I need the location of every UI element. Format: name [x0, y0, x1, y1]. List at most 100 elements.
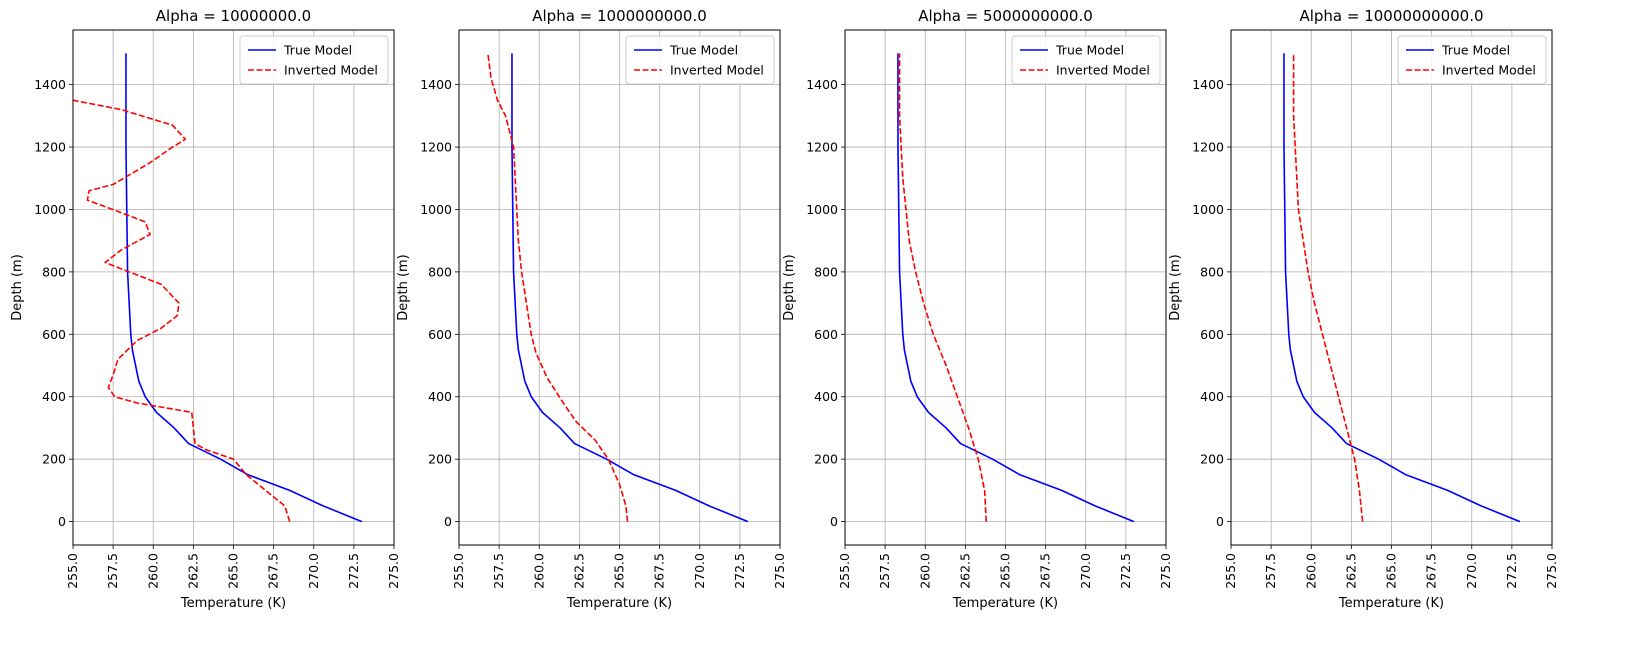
x-axis-label: Temperature (K)	[180, 596, 286, 611]
y-tick-label: 1000	[420, 202, 452, 217]
x-tick-label: 267.5	[266, 553, 281, 589]
y-tick-label: 600	[428, 327, 452, 342]
legend-box	[1011, 35, 1161, 85]
y-axis-label: Depth (m)	[10, 254, 25, 321]
x-tick-label: 255.0	[1223, 553, 1238, 589]
y-tick-label: 800	[428, 264, 452, 279]
legend-label: Inverted Model	[670, 63, 764, 78]
y-tick-label: 600	[42, 327, 66, 342]
x-tick-label: 265.0	[1384, 553, 1399, 589]
x-tick-label: 272.5	[1118, 553, 1133, 589]
x-tick-label: 272.5	[346, 553, 361, 589]
x-tick-label: 257.5	[1263, 553, 1278, 589]
x-tick-label: 270.0	[306, 553, 321, 589]
chart-panel-4: 255.0 257.5 260.0 262.5 265.0 267.5 270.0 272.5…	[1168, 7, 1559, 611]
grid-lines	[458, 30, 781, 545]
y-tick-label: 1200	[420, 140, 452, 155]
series-line-inverted-model	[1292, 53, 1364, 522]
series-line-inverted-model	[487, 53, 629, 522]
legend: True Model Inverted Model	[625, 35, 775, 85]
x-tick-label: 260.0	[1303, 553, 1318, 589]
legend-label: True Model	[1441, 43, 1510, 58]
x-tick-label: 265.0	[226, 553, 241, 589]
x-tick-label: 257.5	[491, 553, 506, 589]
x-axis-label: Temperature (K)	[952, 596, 1058, 611]
x-tick-label: 265.0	[998, 553, 1013, 589]
y-tick-label: 1400	[1192, 77, 1224, 92]
x-tick-label: 257.5	[877, 553, 892, 589]
x-tick-label: 255.0	[451, 553, 466, 589]
legend: True Model Inverted Model	[239, 35, 389, 85]
x-tick-label: 262.5	[1343, 553, 1358, 589]
y-tick-label: 0	[830, 514, 838, 529]
legend-box	[625, 35, 775, 85]
x-tick-label: 255.0	[65, 553, 80, 589]
x-tick-label: 255.0	[837, 553, 852, 589]
x-tick-label: 257.5	[105, 553, 120, 589]
legend-label: True Model	[283, 43, 352, 58]
y-tick-label: 1400	[420, 77, 452, 92]
x-tick-label: 260.0	[145, 553, 160, 589]
x-tick-label: 270.0	[692, 553, 707, 589]
legend-box	[1397, 35, 1547, 85]
x-tick-label: 275.0	[1544, 553, 1559, 589]
y-tick-label: 1000	[806, 202, 838, 217]
y-tick-label: 600	[1200, 327, 1224, 342]
x-tick-label: 272.5	[732, 553, 747, 589]
legend: True Model Inverted Model	[1397, 35, 1547, 85]
y-tick-label: 800	[1200, 264, 1224, 279]
chart-panel-3: 255.0 257.5 260.0 262.5 265.0 267.5 270.0 272.5…	[782, 7, 1173, 611]
x-tick-label: 267.5	[1038, 553, 1053, 589]
y-tick-label: 400	[428, 389, 452, 404]
series-line-true-model	[1283, 53, 1521, 523]
y-tick-label: 200	[1200, 452, 1224, 467]
legend-label: Inverted Model	[1442, 63, 1536, 78]
chart-panel-1: 255.0 257.5 260.0 262.5 265.0 267.5 270.0 272.5…	[10, 7, 401, 611]
y-axis-label: Depth (m)	[1168, 254, 1183, 321]
y-tick-label: 200	[814, 452, 838, 467]
legend-box	[239, 35, 389, 85]
series-line-true-model	[511, 53, 749, 523]
x-tick-label: 272.5	[1504, 553, 1519, 589]
y-tick-label: 400	[1200, 389, 1224, 404]
series-line-true-model	[897, 53, 1135, 523]
x-axis-label: Temperature (K)	[1338, 596, 1444, 611]
y-axis-label: Depth (m)	[782, 254, 797, 321]
y-tick-label: 400	[42, 389, 66, 404]
y-tick-label: 800	[42, 264, 66, 279]
y-tick-label: 600	[814, 327, 838, 342]
series-line-true-model	[125, 53, 363, 523]
y-tick-label: 400	[814, 389, 838, 404]
y-tick-label: 1400	[806, 77, 838, 92]
y-tick-label: 1200	[1192, 140, 1224, 155]
series-line-inverted-model	[898, 53, 988, 522]
x-tick-label: 262.5	[185, 553, 200, 589]
x-tick-label: 265.0	[612, 553, 627, 589]
y-tick-label: 800	[814, 264, 838, 279]
y-tick-label: 0	[444, 514, 452, 529]
y-tick-label: 1200	[34, 140, 66, 155]
chart-title: Alpha = 1000000000.0	[532, 7, 707, 25]
x-tick-label: 275.0	[386, 553, 401, 589]
legend-label: True Model	[669, 43, 738, 58]
y-tick-label: 0	[58, 514, 66, 529]
x-axis-label: Temperature (K)	[566, 596, 672, 611]
y-tick-label: 0	[1216, 514, 1224, 529]
x-tick-label: 275.0	[1158, 553, 1173, 589]
legend-label: True Model	[1055, 43, 1124, 58]
grid-lines	[1230, 30, 1553, 545]
grid-lines	[844, 30, 1167, 545]
x-tick-label: 275.0	[772, 553, 787, 589]
y-tick-label: 1400	[34, 77, 66, 92]
x-tick-label: 267.5	[652, 553, 667, 589]
series-line-inverted-model	[73, 99, 291, 522]
x-tick-label: 262.5	[957, 553, 972, 589]
chart-title: Alpha = 10000000000.0	[1299, 7, 1483, 25]
x-tick-label: 267.5	[1424, 553, 1439, 589]
y-axis-label: Depth (m)	[396, 254, 411, 321]
y-tick-label: 1000	[1192, 202, 1224, 217]
x-tick-label: 270.0	[1464, 553, 1479, 589]
legend-label: Inverted Model	[284, 63, 378, 78]
